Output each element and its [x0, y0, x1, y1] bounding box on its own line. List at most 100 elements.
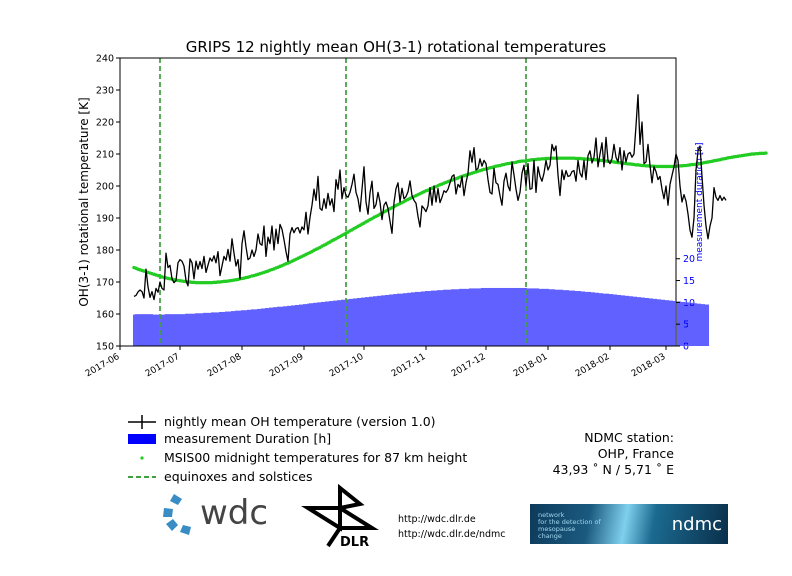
- y-tick-label: 200: [96, 182, 114, 193]
- duration-bar: [221, 311, 223, 346]
- duration-bar: [589, 291, 591, 346]
- duration-bar: [449, 289, 451, 346]
- duration-bar: [395, 294, 397, 346]
- svg-text:DLR: DLR: [340, 535, 369, 550]
- duration-bar: [295, 304, 297, 346]
- equinox-solstice-lines: [159, 58, 527, 346]
- duration-bar: [265, 308, 267, 346]
- duration-bar: [355, 298, 357, 346]
- duration-bar: [347, 299, 349, 346]
- y-tick-label: 150: [96, 342, 114, 353]
- duration-bar: [563, 290, 565, 346]
- y-tick-label: 170: [96, 278, 114, 289]
- duration-bar: [291, 305, 293, 346]
- duration-bar: [559, 289, 561, 346]
- duration-bar: [313, 302, 315, 346]
- duration-bar: [707, 304, 709, 346]
- duration-bar: [597, 292, 599, 346]
- duration-bar: [491, 287, 493, 346]
- y2-tick-label: 0: [683, 342, 689, 353]
- duration-bar: [627, 295, 629, 346]
- duration-bar: [515, 287, 517, 346]
- duration-bar: [171, 314, 173, 346]
- duration-bar: [605, 293, 607, 346]
- duration-bar: [657, 299, 659, 346]
- duration-bar: [343, 299, 345, 346]
- duration-bar: [517, 287, 519, 346]
- duration-bar: [437, 290, 439, 346]
- duration-bar: [697, 303, 699, 346]
- duration-bar: [139, 314, 141, 346]
- duration-bar: [441, 290, 443, 346]
- duration-bar: [473, 288, 475, 346]
- duration-bar: [631, 296, 633, 346]
- station-coordinates: 43,93 ˚ N / 5,71 ˚ E: [552, 462, 674, 477]
- duration-bar: [335, 300, 337, 346]
- duration-bar: [579, 291, 581, 346]
- duration-bar: [519, 287, 521, 346]
- duration-bar: [485, 287, 487, 346]
- duration-bar: [691, 302, 693, 346]
- duration-bar: [531, 288, 533, 346]
- x-tick-label: 2017-10: [328, 352, 366, 380]
- duration-bar: [535, 288, 537, 346]
- duration-bar: [257, 308, 259, 346]
- duration-bar: [389, 294, 391, 346]
- wdc-logo: wdc: [160, 488, 270, 544]
- duration-bar: [303, 304, 305, 346]
- duration-bar: [367, 297, 369, 346]
- duration-bar: [557, 289, 559, 346]
- duration-bar: [489, 287, 491, 346]
- duration-bar: [587, 291, 589, 346]
- x-tick-label: 2018-02: [574, 352, 612, 379]
- duration-bar: [501, 287, 503, 346]
- duration-bar: [293, 305, 295, 346]
- legend-item-oh-temperature: nightly mean OH temperature (version 1.0…: [128, 414, 436, 429]
- duration-bar: [479, 288, 481, 346]
- duration-bar: [329, 301, 331, 346]
- duration-bar: [199, 313, 201, 346]
- duration-bar: [187, 313, 189, 346]
- duration-bar: [439, 290, 441, 346]
- duration-bar: [383, 295, 385, 346]
- duration-bar: [239, 310, 241, 346]
- ndmc-link[interactable]: http://wdc.dlr.de/ndmc: [398, 529, 506, 540]
- duration-bar: [469, 288, 471, 346]
- duration-bar: [655, 298, 657, 346]
- duration-bar: [243, 310, 245, 346]
- y-tick-label: 230: [96, 86, 114, 97]
- duration-bars: [133, 287, 709, 346]
- duration-bar: [307, 303, 309, 346]
- duration-bar: [459, 288, 461, 346]
- duration-bar: [537, 288, 539, 346]
- duration-bar: [397, 293, 399, 346]
- y-tick-label: 220: [96, 118, 114, 129]
- duration-bar: [429, 291, 431, 346]
- duration-bar: [553, 289, 555, 346]
- x-tick-label: 2017-12: [450, 352, 488, 379]
- duration-bar: [431, 290, 433, 346]
- duration-bar: [497, 287, 499, 346]
- duration-bar: [415, 291, 417, 346]
- x-tick-label: 2018-03: [630, 352, 668, 379]
- duration-bar: [387, 294, 389, 346]
- x-tick-label: 2017-08: [206, 352, 244, 380]
- duration-bar: [683, 301, 685, 346]
- duration-bar: [133, 314, 135, 346]
- duration-bar: [661, 299, 663, 346]
- wdc-link[interactable]: http://wdc.dlr.de: [398, 514, 476, 525]
- station-location: OHP, France: [597, 446, 674, 461]
- duration-bar: [251, 309, 253, 346]
- duration-bar: [225, 311, 227, 346]
- y2-axis-label: measurement duration [h]: [695, 142, 705, 261]
- duration-bar: [145, 314, 147, 346]
- duration-bar: [223, 311, 225, 346]
- duration-bar: [659, 299, 661, 346]
- duration-bar: [641, 297, 643, 346]
- duration-bar: [421, 291, 423, 346]
- duration-bar: [167, 314, 169, 346]
- legend-item-msis: MSIS00 midnight temperatures for 87 km h…: [128, 450, 467, 465]
- duration-bar: [285, 306, 287, 346]
- duration-bar: [633, 296, 635, 346]
- duration-bar: [703, 304, 705, 346]
